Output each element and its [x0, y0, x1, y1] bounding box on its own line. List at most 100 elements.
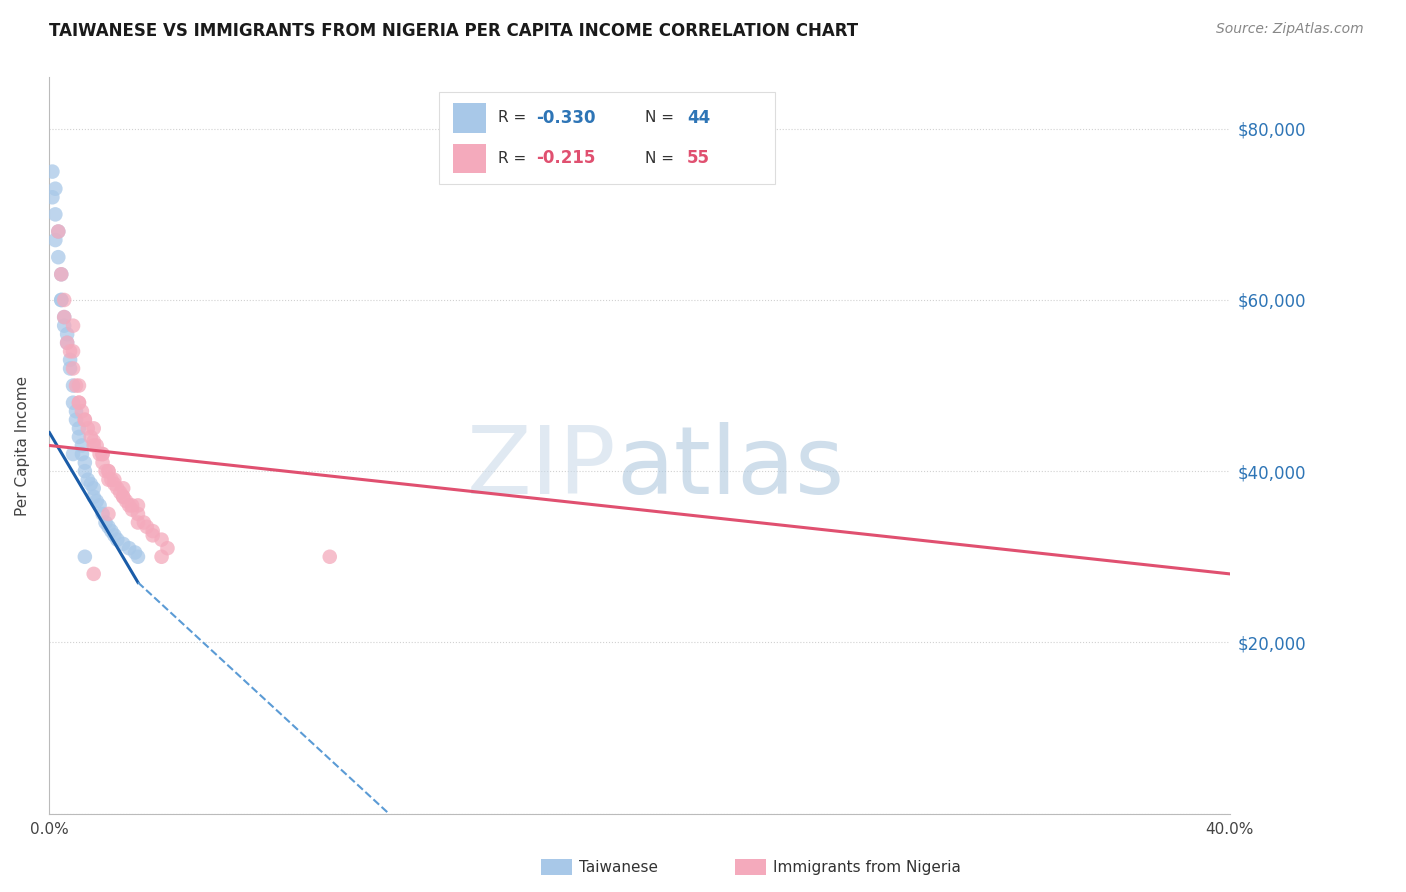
Text: Immigrants from Nigeria: Immigrants from Nigeria	[773, 860, 962, 874]
Point	[127, 499, 149, 513]
Point	[76, 421, 98, 435]
Point	[105, 481, 128, 495]
Bar	[453, 103, 486, 133]
Point	[73, 413, 96, 427]
Point	[127, 549, 149, 564]
Point	[135, 520, 157, 534]
Point	[59, 361, 82, 376]
Point	[51, 293, 73, 307]
Point	[59, 352, 82, 367]
Point	[112, 481, 135, 495]
Point	[44, 233, 66, 247]
Point	[121, 502, 143, 516]
Point	[127, 516, 149, 530]
Point	[41, 190, 63, 204]
Point	[62, 378, 84, 392]
Point	[89, 447, 111, 461]
Point	[56, 335, 79, 350]
Point	[150, 549, 173, 564]
Point	[67, 395, 90, 409]
Point	[103, 473, 125, 487]
Text: Taiwanese: Taiwanese	[579, 860, 658, 874]
Point	[73, 413, 96, 427]
Point	[319, 549, 342, 564]
Point	[118, 541, 141, 556]
Text: ZIP: ZIP	[467, 422, 616, 514]
Point	[80, 430, 103, 444]
Point	[51, 268, 73, 282]
Text: Source: ZipAtlas.com: Source: ZipAtlas.com	[1216, 22, 1364, 37]
Point	[91, 447, 114, 461]
Point	[112, 490, 135, 504]
Y-axis label: Per Capita Income: Per Capita Income	[15, 376, 30, 516]
Point	[53, 310, 76, 324]
Point	[100, 524, 122, 538]
Point	[46, 250, 69, 264]
Point	[41, 164, 63, 178]
Point	[76, 473, 98, 487]
Point	[51, 293, 73, 307]
Point	[67, 395, 90, 409]
Point	[53, 318, 76, 333]
Point	[124, 545, 146, 559]
Point	[121, 499, 143, 513]
Point	[62, 395, 84, 409]
Text: R =: R =	[498, 151, 531, 166]
FancyBboxPatch shape	[439, 92, 775, 184]
Point	[97, 473, 120, 487]
Point	[62, 318, 84, 333]
Point	[86, 438, 108, 452]
Point	[62, 447, 84, 461]
Point	[127, 507, 149, 521]
Point	[112, 490, 135, 504]
Point	[62, 361, 84, 376]
Point	[83, 421, 105, 435]
Text: atlas: atlas	[616, 422, 844, 514]
Text: R =: R =	[498, 111, 531, 126]
Text: 55: 55	[686, 149, 710, 168]
Point	[53, 293, 76, 307]
Point	[65, 378, 87, 392]
Point	[67, 430, 90, 444]
Text: 44: 44	[686, 109, 710, 127]
Point	[112, 537, 135, 551]
Point	[83, 566, 105, 581]
Point	[56, 335, 79, 350]
Point	[118, 499, 141, 513]
Point	[46, 225, 69, 239]
Point	[94, 516, 117, 530]
Point	[97, 464, 120, 478]
Text: N =: N =	[645, 151, 679, 166]
Point	[65, 404, 87, 418]
Point	[51, 268, 73, 282]
Point	[62, 344, 84, 359]
Point	[94, 464, 117, 478]
Point	[150, 533, 173, 547]
Point	[110, 485, 132, 500]
Text: N =: N =	[645, 111, 679, 126]
Point	[103, 477, 125, 491]
Point	[80, 477, 103, 491]
Point	[105, 533, 128, 547]
Point	[83, 434, 105, 449]
Point	[44, 182, 66, 196]
Point	[132, 516, 155, 530]
Point	[83, 490, 105, 504]
Point	[91, 456, 114, 470]
Point	[70, 447, 93, 461]
Point	[73, 456, 96, 470]
Point	[115, 494, 138, 508]
Point	[156, 541, 179, 556]
Point	[53, 310, 76, 324]
Point	[44, 207, 66, 221]
Point	[73, 464, 96, 478]
Point	[67, 378, 90, 392]
Point	[67, 421, 90, 435]
Point	[46, 225, 69, 239]
Text: -0.215: -0.215	[536, 149, 595, 168]
Point	[83, 481, 105, 495]
Point	[142, 528, 165, 542]
Point	[97, 507, 120, 521]
Text: TAIWANESE VS IMMIGRANTS FROM NIGERIA PER CAPITA INCOME CORRELATION CHART: TAIWANESE VS IMMIGRANTS FROM NIGERIA PER…	[49, 22, 858, 40]
Point	[86, 494, 108, 508]
